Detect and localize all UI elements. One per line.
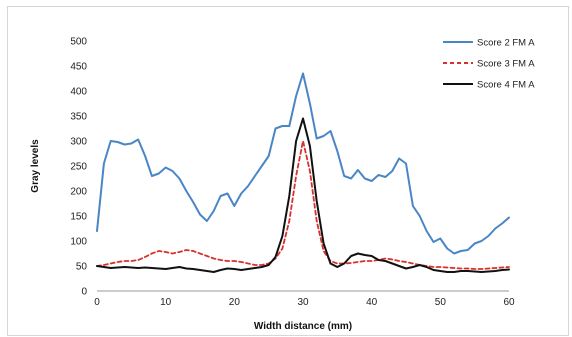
x-axis-ticks: 0 10 20 30 40 50 60 [94, 297, 515, 308]
legend-label-2: Score 3 FM A [477, 59, 535, 70]
y-tick-label: 50 [76, 262, 88, 273]
x-tick-label: 20 [229, 297, 241, 308]
x-tick-label: 50 [435, 297, 447, 308]
y-axis-ticks: 0 50 100 150 200 250 300 350 400 450 500 [70, 37, 87, 298]
series-line-1 [96, 72, 510, 255]
y-axis-title: Gray levels [30, 139, 41, 193]
x-tick-label: 60 [503, 297, 515, 308]
x-tick-label: 30 [297, 297, 309, 308]
x-tick-label: 10 [160, 297, 172, 308]
y-tick-label: 300 [70, 137, 87, 148]
y-tick-label: 500 [70, 37, 87, 48]
y-tick-label: 100 [70, 237, 87, 248]
y-tick-label: 250 [70, 162, 87, 173]
legend: Score 2 FM A Score 3 FM A Score 4 FM A [443, 38, 535, 91]
x-tick-label: 40 [366, 297, 378, 308]
series-line-3 [96, 117, 510, 273]
series-line-2 [96, 140, 510, 270]
chart-frame [7, 6, 569, 336]
y-tick-label: 150 [70, 212, 87, 223]
legend-label-1: Score 2 FM A [477, 38, 535, 49]
y-tick-label: 200 [70, 187, 87, 198]
x-axis-title: Width distance (mm) [254, 321, 352, 332]
y-tick-label: 0 [81, 287, 87, 298]
legend-label-3: Score 4 FM A [477, 80, 535, 91]
y-tick-label: 400 [70, 87, 87, 98]
y-tick-label: 350 [70, 112, 87, 123]
x-tick-label: 0 [94, 297, 100, 308]
series-lines [96, 72, 510, 273]
y-tick-label: 450 [70, 62, 87, 73]
